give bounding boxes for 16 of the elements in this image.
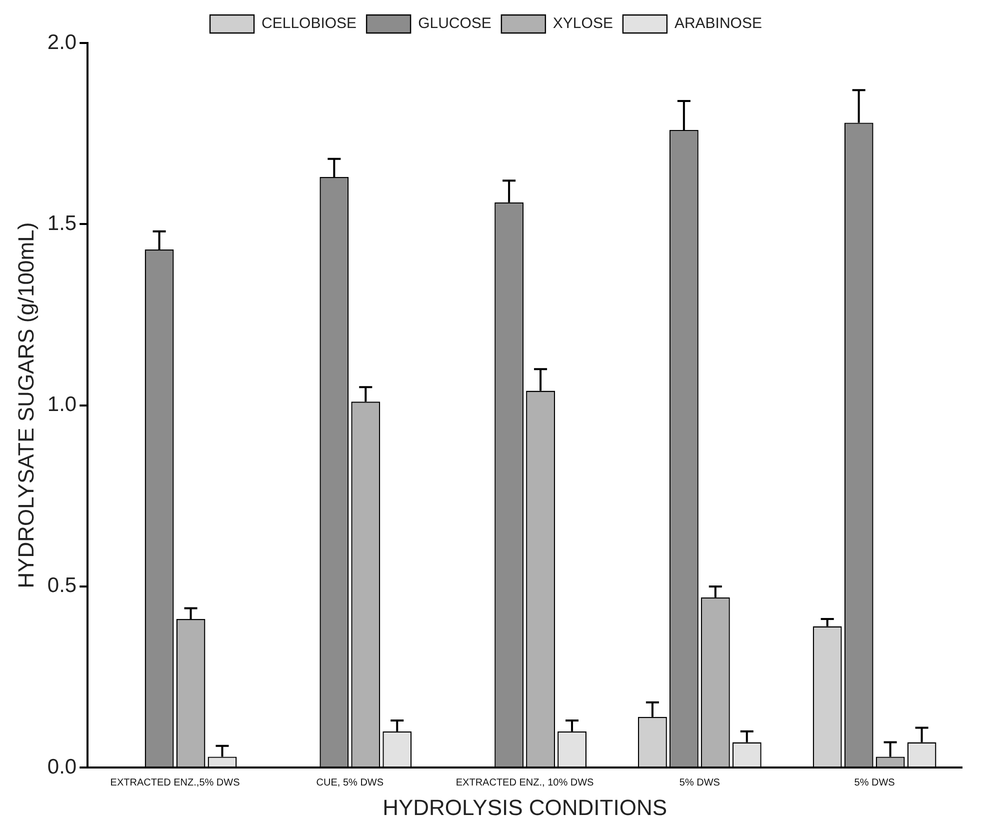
- y-tick-label: 1.0: [47, 393, 77, 416]
- legend-label: GLUCOSE: [418, 15, 492, 32]
- x-tick-label: 5% DWS: [679, 777, 720, 788]
- x-tick-label: 5% DWS: [854, 777, 896, 788]
- y-tick-label: 1.5: [47, 212, 77, 235]
- y-axis-title: HYDROLYSATE SUGARS (g/100mL): [13, 222, 38, 588]
- legend-label: ARABINOSE: [674, 15, 762, 32]
- x-tick-label: CUE, 5% DWS: [316, 777, 384, 788]
- x-tick-label: EXTRACTED ENZ., 10% DWS: [456, 777, 594, 788]
- legend-label: CELLOBIOSE: [262, 15, 357, 32]
- y-tick-label: 0.0: [47, 755, 77, 778]
- y-tick-label: 2.0: [47, 30, 77, 54]
- legend-label: XYLOSE: [552, 15, 613, 32]
- y-tick-label: 0.5: [47, 574, 77, 598]
- x-axis-title: HYDROLYSIS CONDITIONS: [382, 794, 668, 820]
- x-tick-label: EXTRACTED ENZ.,5% DWS: [110, 777, 240, 788]
